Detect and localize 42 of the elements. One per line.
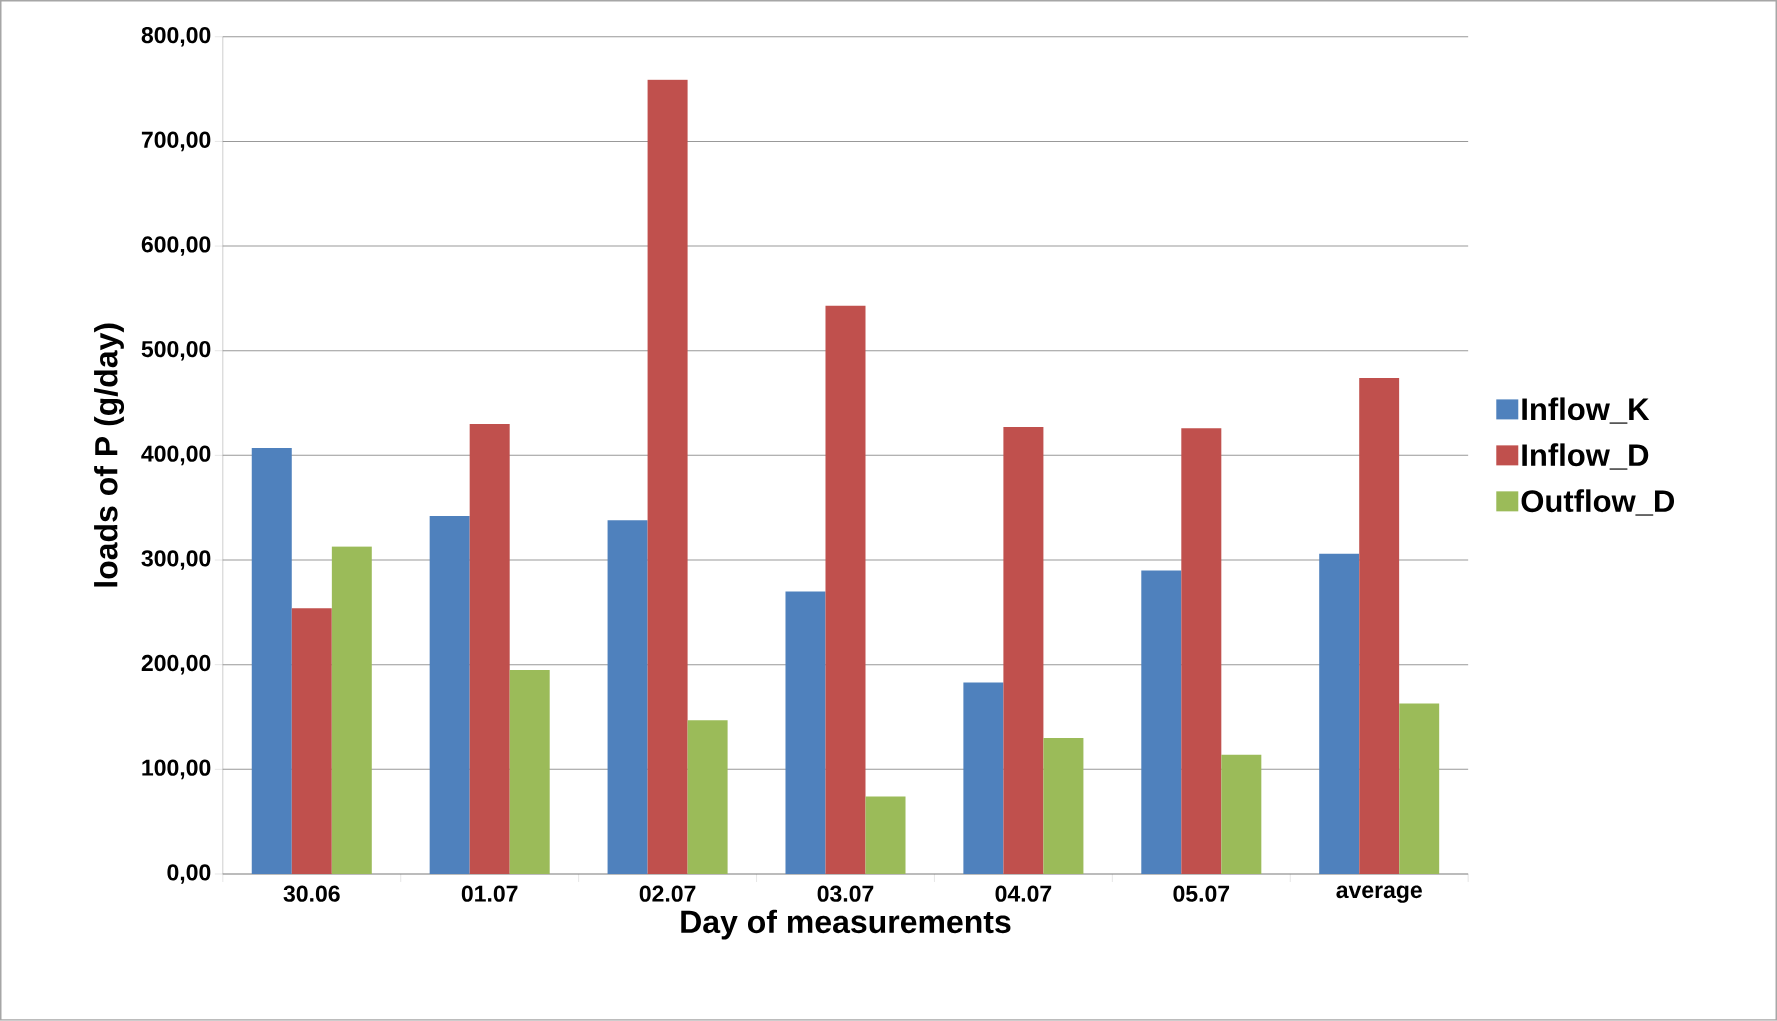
bar: [469, 424, 510, 875]
bar: [963, 682, 1004, 875]
bar: [1399, 703, 1440, 875]
x-tick-label: 30.06: [283, 885, 340, 902]
x-tick-label: average: [1336, 885, 1422, 903]
bar: [647, 79, 688, 875]
bar: [1043, 738, 1084, 875]
x-tick-label: 03.07: [817, 885, 874, 902]
bar: [1141, 570, 1182, 875]
bar: [785, 591, 826, 875]
bar: [251, 448, 292, 875]
y-tick-label: 200,00: [141, 654, 211, 675]
x-tick-label: 04.07: [995, 885, 1052, 902]
x-axis-title: Day of measurements: [681, 909, 1011, 940]
x-tick-label: 05.07: [1173, 885, 1230, 902]
y-tick-label: 800,00: [141, 27, 211, 47]
y-tick-label: 0,00: [167, 864, 211, 884]
bar: [291, 608, 332, 875]
x-tick-label: 01.07: [461, 885, 518, 902]
y-tick-label: 700,00: [141, 131, 211, 152]
y-tick-label: 100,00: [142, 759, 211, 780]
bar: [429, 516, 470, 875]
bar: [825, 305, 866, 875]
bar: [509, 670, 550, 875]
y-tick-label: 400,00: [141, 445, 211, 466]
bar: [1221, 754, 1262, 875]
bar: [865, 796, 906, 875]
bar: [1359, 378, 1400, 875]
y-axis-title: loads of P (g/day): [94, 323, 125, 587]
legend-label: Inflow_D: [1522, 443, 1649, 470]
bar: [331, 546, 372, 875]
bar: [687, 720, 728, 875]
y-tick-label: 600,00: [141, 236, 211, 256]
bar: [607, 520, 648, 875]
legend-label: Outflow_D: [1521, 489, 1675, 516]
y-tick-label: 500,00: [141, 341, 211, 361]
bar: [1003, 427, 1044, 875]
bar: [1319, 553, 1360, 875]
y-tick-label: 300,00: [141, 550, 211, 570]
x-tick-label: 02.07: [639, 885, 696, 902]
legend-label: Inflow_K: [1522, 397, 1650, 424]
bar: [1181, 428, 1222, 875]
